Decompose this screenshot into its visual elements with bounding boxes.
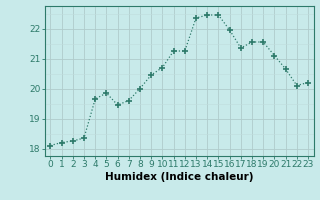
X-axis label: Humidex (Indice chaleur): Humidex (Indice chaleur) <box>105 172 253 182</box>
